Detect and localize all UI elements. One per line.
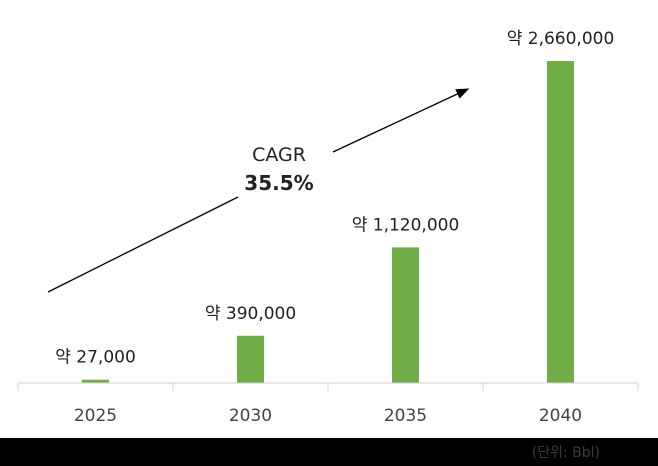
x-axis-labels: 2025 2030 2035 2040 [74, 406, 582, 426]
bar-2030 [237, 335, 264, 383]
data-label-2040: 약 2,660,000 [507, 29, 615, 49]
x-tick-label-2025: 2025 [74, 406, 117, 426]
data-labels-group: 약 27,000 약 390,000 약 1,120,000 약 2,660,000 [55, 29, 614, 368]
cagr-value: 35.5% [244, 171, 313, 195]
x-axis-ticks [17, 383, 639, 391]
cagr-label: CAGR [252, 144, 306, 166]
trend-arrow-lower [47, 196, 239, 293]
x-tick-label-2040: 2040 [539, 406, 582, 426]
x-tick-label-2030: 2030 [229, 406, 272, 426]
unit-note: (단위: Bbl) [531, 445, 600, 461]
bar-2035 [392, 247, 419, 383]
data-label-2025: 약 27,000 [55, 348, 136, 368]
data-label-2030: 약 390,000 [205, 304, 296, 324]
data-label-2035: 약 1,120,000 [352, 215, 460, 235]
bar-2040 [547, 61, 574, 383]
bottom-bar: (단위: Bbl) [0, 438, 658, 466]
bar-2025 [82, 379, 109, 383]
trend-arrow-upper [332, 88, 470, 153]
bars-group [82, 61, 574, 383]
x-tick-label-2035: 2035 [384, 406, 427, 426]
